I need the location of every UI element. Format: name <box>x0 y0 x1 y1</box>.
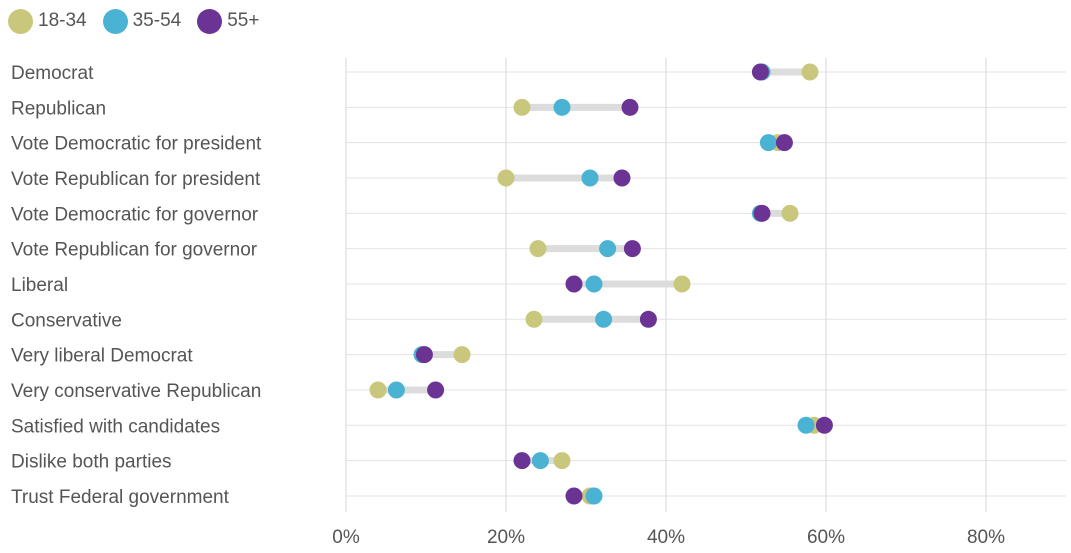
x-tick-label-0: 0% <box>332 527 360 548</box>
dot-18-34-row-0 <box>801 63 819 81</box>
legend-swatch-55-plus <box>197 8 223 34</box>
dot-35-54-row-2 <box>759 134 777 152</box>
dot-18-34-row-5 <box>529 240 547 258</box>
legend-label-18-34: 18-34 <box>38 10 87 31</box>
dot-55-plus-row-7 <box>639 310 657 328</box>
dot-18-34-row-4 <box>781 204 799 222</box>
dot-35-54-row-12 <box>585 487 603 505</box>
x-tick-label-60: 60% <box>807 527 845 548</box>
dot-18-34-row-11 <box>553 452 571 470</box>
category-label-11: Dislike both parties <box>11 452 172 473</box>
category-label-9: Very conservative Republican <box>11 381 261 402</box>
legend-item-35-54: 35-54 <box>102 8 182 34</box>
category-label-10: Satisfied with candidates <box>11 416 220 437</box>
dot-35-54-row-9 <box>387 381 405 399</box>
legend-swatch-18-34 <box>8 8 33 34</box>
category-label-8: Very liberal Democrat <box>11 346 193 367</box>
dot-35-54-row-7 <box>595 310 613 328</box>
legend-label-35-54: 35-54 <box>132 10 182 31</box>
legend-swatch-35-54 <box>102 8 128 34</box>
dot-55-plus-row-2 <box>775 134 793 152</box>
dot-55-plus-row-1 <box>621 98 639 116</box>
dot-18-34-row-9 <box>369 381 387 399</box>
legend-label-55-plus: 55+ <box>227 10 260 31</box>
category-label-3: Vote Republican for president <box>11 169 261 190</box>
category-label-7: Conservative <box>11 310 122 331</box>
category-label-6: Liberal <box>11 275 68 296</box>
legend-item-18-34: 18-34 <box>8 8 87 34</box>
category-label-4: Vote Democratic for governor <box>11 204 259 225</box>
dot-55-plus-row-9 <box>427 381 445 399</box>
category-label-2: Vote Democratic for president <box>11 134 262 155</box>
dot-18-34-row-1 <box>513 98 531 116</box>
category-label-0: Democrat <box>11 63 94 84</box>
dot-18-34-row-7 <box>525 310 543 328</box>
dot-35-54-row-1 <box>553 98 571 116</box>
dot-35-54-row-10 <box>797 416 815 434</box>
dot-55-plus-row-3 <box>613 169 631 187</box>
category-label-12: Trust Federal government <box>11 487 230 508</box>
dot-55-plus-row-6 <box>565 275 583 293</box>
dot-55-plus-row-5 <box>623 240 641 258</box>
dot-35-54-row-5 <box>599 240 617 258</box>
chart-legend: 18-34 35-54 55+ <box>8 6 275 36</box>
dot-35-54-row-3 <box>581 169 599 187</box>
dot-55-plus-row-11 <box>513 452 531 470</box>
dot-55-plus-row-12 <box>565 487 583 505</box>
legend-item-55-plus: 55+ <box>197 8 260 34</box>
dot-55-plus-row-10 <box>815 416 833 434</box>
x-tick-label-40: 40% <box>647 527 685 548</box>
x-tick-label-80: 80% <box>967 527 1005 548</box>
x-tick-label-20: 20% <box>487 527 525 548</box>
dot-55-plus-row-0 <box>751 63 769 81</box>
dot-55-plus-row-4 <box>753 204 771 222</box>
dot-55-plus-row-8 <box>415 346 433 364</box>
dot-18-34-row-6 <box>673 275 691 293</box>
dot-18-34-row-3 <box>497 169 515 187</box>
dot-18-34-row-8 <box>453 346 471 364</box>
category-label-1: Republican <box>11 98 106 119</box>
dot-35-54-row-11 <box>531 452 549 470</box>
category-label-5: Vote Republican for governor <box>11 240 258 261</box>
dot-35-54-row-6 <box>585 275 603 293</box>
